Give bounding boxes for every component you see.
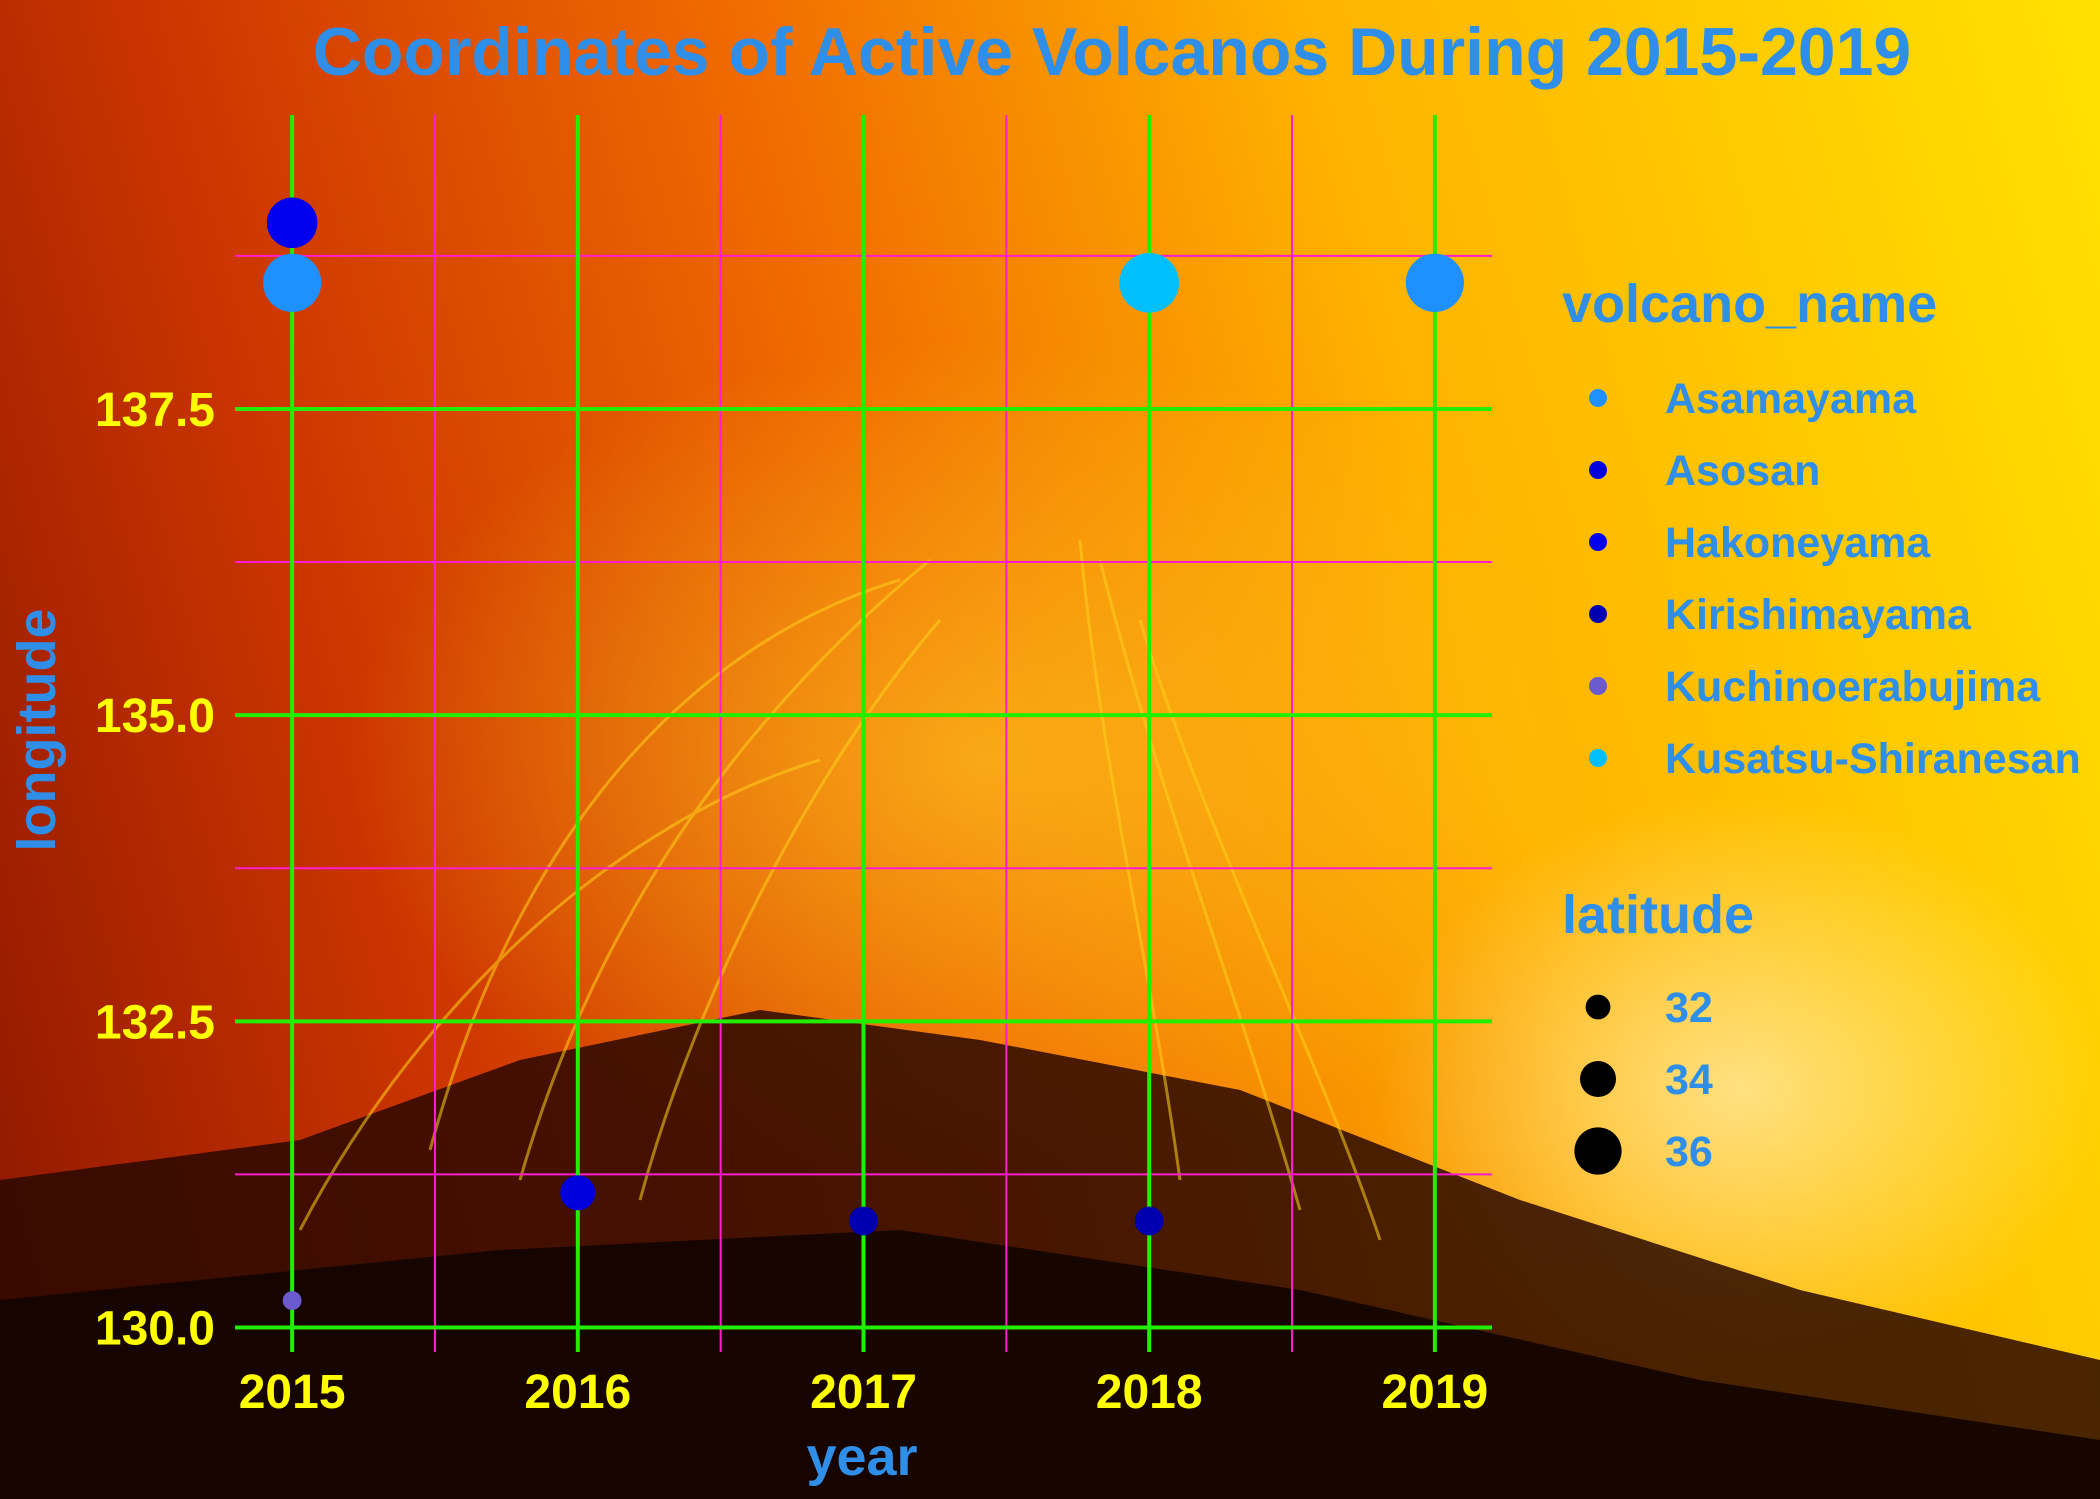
size-legend-swatch [1585, 994, 1611, 1020]
point-asamayama [1405, 253, 1464, 312]
point-kirishimayama [1134, 1206, 1164, 1236]
legend-label: Hakoneyama [1665, 519, 1931, 567]
point-kusatsu-shiranesan [1119, 252, 1180, 313]
y-tick-label: 132.5 [95, 996, 215, 1049]
size-legend-label: 32 [1665, 984, 1713, 1032]
legend-swatch [1589, 749, 1607, 767]
x-tick-label: 2018 [1096, 1366, 1203, 1419]
point-kuchinoerabujima [282, 1291, 302, 1311]
y-axis-title: longitude [7, 609, 67, 852]
legend-label: Kusatsu-Shiranesan [1665, 735, 2081, 783]
x-tick-label: 2016 [524, 1366, 631, 1419]
legend-swatch [1589, 605, 1607, 623]
legend-label: Asosan [1665, 447, 1820, 495]
legend-swatch [1589, 533, 1607, 551]
color-legend: volcano_name Asamayama Asosan Hakoneyama Ki… [1562, 274, 2081, 783]
x-axis-title: year [806, 1427, 917, 1487]
point-asosan [560, 1175, 596, 1211]
chart-title: Coordinates of Active Volcanos During 20… [313, 14, 1911, 90]
legend-swatch [1589, 389, 1607, 407]
major-gridlines [235, 115, 1492, 1352]
y-tick-label: 135.0 [95, 690, 215, 743]
x-tick-label: 2015 [239, 1366, 346, 1419]
size-legend-title: latitude [1562, 885, 1754, 945]
point-asamayama [263, 253, 322, 312]
size-legend-label: 36 [1665, 1128, 1713, 1176]
y-tick-label: 130.0 [95, 1303, 215, 1356]
y-axis-tick-labels: 130.0 132.5 135.0 137.5 [95, 384, 215, 1356]
legend-label: Asamayama [1665, 375, 1917, 423]
legend-label: Kirishimayama [1665, 591, 1972, 639]
legend-label: Kuchinoerabujima [1665, 663, 2041, 711]
y-tick-label: 137.5 [95, 384, 215, 437]
x-tick-label: 2017 [810, 1366, 917, 1419]
point-kirishimayama [849, 1206, 878, 1236]
legend-swatch [1589, 461, 1607, 479]
point-hakoneyama [266, 197, 318, 249]
legend-swatch [1589, 677, 1607, 695]
size-legend-swatch [1579, 1060, 1617, 1098]
x-tick-label: 2019 [1381, 1366, 1488, 1419]
color-legend-title: volcano_name [1562, 274, 1937, 334]
x-axis-tick-labels: 2015 2016 2017 2018 2019 [239, 1366, 1489, 1419]
data-points [263, 197, 1464, 1311]
size-legend: latitude 32 34 36 [1562, 885, 1754, 1176]
size-legend-swatch [1574, 1127, 1622, 1175]
size-legend-label: 34 [1665, 1056, 1713, 1104]
